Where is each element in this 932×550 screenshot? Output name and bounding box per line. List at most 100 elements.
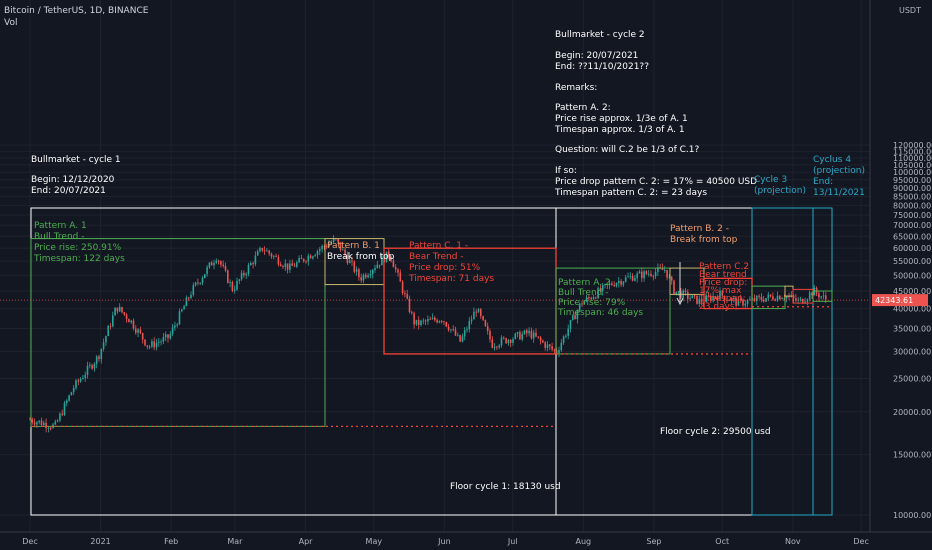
candle-body	[693, 295, 696, 297]
candle-body	[268, 250, 270, 254]
candle-body	[776, 295, 779, 301]
cycle2-timespan-line: Timespan pattern C. 2: = 23 days	[554, 188, 707, 198]
candle-body	[160, 341, 162, 343]
candle-body	[98, 356, 100, 360]
pattern-c2-line4: 17% max	[699, 286, 742, 296]
price-tick-label: 60000.00	[893, 244, 931, 253]
candle-body	[56, 420, 59, 422]
candle-body	[378, 264, 381, 266]
candle-body	[353, 261, 356, 272]
candle-body	[631, 275, 634, 281]
candle-body	[61, 413, 63, 416]
candle-body	[93, 363, 96, 369]
candle-body	[328, 243, 330, 247]
candle-body	[624, 277, 627, 282]
candle-body	[781, 298, 783, 300]
cycle2-remarks: Remarks:	[555, 83, 597, 93]
price-axis[interactable]: 120000.00115000.00110000.00105000.001000…	[869, 0, 932, 532]
candle-body	[358, 269, 360, 278]
candle-body	[233, 289, 236, 291]
candle-body	[769, 294, 772, 297]
candle-body	[43, 422, 45, 426]
candle-body	[604, 284, 606, 286]
candle-body	[325, 246, 328, 248]
time-tick-label: May	[366, 537, 383, 546]
candle-body	[247, 265, 250, 274]
candle-body	[666, 269, 668, 278]
candle-body	[169, 333, 172, 339]
price-tick-label: 105000.00	[893, 161, 932, 170]
candle-body	[512, 338, 514, 343]
cycle1-title: Bullmarket - cycle 1	[31, 155, 121, 165]
candle-body	[744, 303, 747, 306]
candle-body	[739, 298, 742, 300]
candle-body	[183, 306, 185, 310]
price-tick-label: 20000.00	[893, 408, 931, 417]
candle-body	[312, 256, 314, 259]
candle-body	[171, 327, 174, 334]
candle-body	[622, 281, 625, 285]
candle-body	[289, 263, 291, 270]
candle-body	[238, 279, 241, 281]
candle-body	[519, 332, 521, 340]
candle-body	[406, 293, 408, 299]
price-tick-label: 85000.00	[893, 192, 931, 201]
candle-body	[808, 292, 811, 300]
candle-body	[86, 365, 89, 375]
candle-body	[779, 295, 781, 300]
candle-body	[82, 378, 84, 380]
candle-body	[749, 299, 751, 301]
time-tick-label: Oct	[715, 537, 729, 546]
candle-body	[523, 330, 526, 335]
candle-body	[167, 334, 169, 339]
candle-body	[811, 292, 813, 296]
candle-body	[319, 249, 321, 252]
candle-body	[629, 275, 632, 277]
pattern-a1-line1: Pattern A. 1	[34, 221, 87, 231]
candle-body	[79, 379, 82, 382]
candle-body	[224, 266, 227, 271]
candle-body	[434, 317, 436, 321]
candle-body	[576, 310, 579, 320]
candle-body	[772, 296, 774, 300]
time-axis[interactable]: Dec 2021 Feb Mar Apr May Jun Jul Aug Sep Oct Nov Dec	[0, 531, 932, 546]
candle-body	[95, 356, 98, 364]
candle-body	[401, 281, 404, 293]
candle-body	[266, 250, 268, 252]
candle-body	[592, 297, 595, 300]
candle-body	[270, 253, 273, 257]
price-tick-label: 110000.00	[893, 154, 932, 163]
candle-body	[615, 283, 618, 287]
price-unit-label: USDT	[899, 6, 921, 15]
pattern-overlays	[0, 207, 870, 516]
candle-body	[36, 422, 38, 425]
candle-body	[206, 267, 208, 275]
candle-body	[440, 321, 443, 322]
candle-body	[47, 427, 50, 429]
price-tick-label: 30000.00	[893, 347, 931, 356]
candle-body	[461, 336, 464, 342]
candle-body	[668, 276, 671, 278]
candle-body	[661, 267, 664, 271]
candle-body	[75, 380, 77, 389]
candle-body	[601, 285, 604, 292]
candle-body	[427, 319, 429, 322]
candle-body	[802, 298, 804, 304]
candle-body	[581, 303, 583, 305]
candle-body	[252, 263, 254, 265]
candle-body	[381, 256, 383, 266]
candle-body	[141, 333, 144, 340]
pattern-c2-line2: Bear trend	[699, 270, 747, 280]
price-tick-label: 70000.00	[893, 221, 931, 230]
candle-body	[443, 321, 445, 323]
candle-body	[638, 271, 641, 274]
candle-body	[399, 272, 402, 282]
pattern-a2-line4: Timespan: 46 days	[557, 308, 643, 318]
candle-body	[229, 282, 231, 283]
candle-body	[342, 249, 344, 251]
time-tick-label: Mar	[227, 537, 243, 546]
svg-text:42343.61: 42343.61	[875, 296, 913, 305]
price-tick-label: 25000.00	[893, 375, 931, 384]
candle-body	[463, 330, 466, 337]
